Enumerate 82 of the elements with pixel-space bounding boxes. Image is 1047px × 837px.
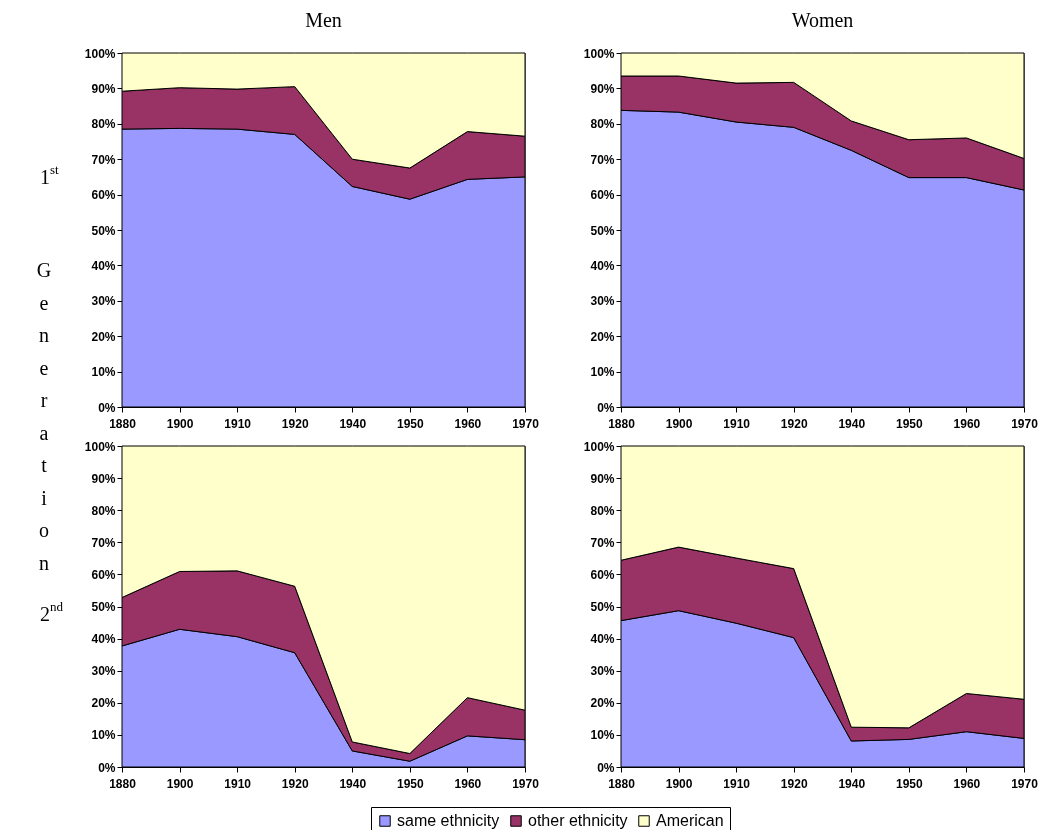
- x-tick-label: 1950: [896, 416, 924, 431]
- legend-label: same ethnicity: [397, 812, 500, 829]
- x-tick-label: 1880: [608, 776, 636, 791]
- x-tick-label: 1880: [608, 416, 636, 431]
- y-tick-label: 100%: [583, 46, 615, 61]
- x-tick-label: 1950: [896, 776, 924, 791]
- chart-title: Women: [791, 9, 854, 31]
- x-tick-label: 1960: [953, 776, 981, 791]
- y-tick-label: 70%: [590, 152, 615, 167]
- y-tick-label: 70%: [590, 535, 615, 550]
- y-tick-label: 60%: [91, 567, 116, 582]
- y-tick-label: 90%: [91, 81, 116, 96]
- x-tick-label: 1970: [512, 776, 540, 791]
- x-tick-label: 1940: [339, 416, 367, 431]
- chart-title: Men: [305, 9, 342, 31]
- y-tick-label: 10%: [91, 365, 116, 380]
- x-tick-label: 1920: [780, 416, 808, 431]
- x-tick-label: 1910: [723, 416, 751, 431]
- y-tick-label: 70%: [91, 152, 116, 167]
- y-tick-label: 40%: [91, 258, 116, 273]
- y-tick-label: 20%: [590, 329, 615, 344]
- x-tick-label: 1970: [512, 416, 540, 431]
- y-tick-label: 30%: [91, 664, 116, 679]
- y-tick-label: 20%: [91, 696, 116, 711]
- y-tick-label: 20%: [590, 696, 615, 711]
- y-tick-label: 10%: [590, 365, 615, 380]
- x-tick-label: 1970: [1011, 416, 1039, 431]
- y-tick-label: 80%: [91, 117, 116, 132]
- x-tick-label: 1950: [397, 416, 425, 431]
- y-tick-label: 100%: [84, 439, 116, 454]
- y-tick-label: 80%: [91, 503, 116, 518]
- x-tick-label: 1940: [838, 776, 866, 791]
- text: Generation: [36, 259, 52, 574]
- x-tick-label: 1920: [281, 776, 309, 791]
- x-tick-label: 1910: [224, 416, 252, 431]
- x-tick-label: 1920: [281, 416, 309, 431]
- y-tick-label: 0%: [597, 760, 615, 775]
- y-tick-label: 50%: [590, 223, 615, 238]
- y-tick-label: 10%: [590, 728, 615, 743]
- legend-label: other ethnicity: [528, 812, 628, 829]
- y-tick-label: 40%: [590, 632, 615, 647]
- x-tick-label: 1880: [109, 776, 137, 791]
- y-tick-label: 0%: [597, 400, 615, 415]
- y-tick-label: 100%: [583, 439, 615, 454]
- y-tick-label: 0%: [98, 400, 116, 415]
- x-tick-label: 1900: [665, 776, 693, 791]
- y-tick-label: 50%: [91, 223, 116, 238]
- y-tick-label: 90%: [91, 471, 116, 486]
- y-tick-label: 60%: [590, 567, 615, 582]
- legend-label: American: [656, 812, 724, 829]
- y-tick-label: 30%: [590, 664, 615, 679]
- y-tick-label: 40%: [590, 258, 615, 273]
- x-tick-label: 1900: [665, 416, 693, 431]
- y-tick-label: 30%: [590, 294, 615, 309]
- y-tick-label: 80%: [590, 117, 615, 132]
- y-tick-label: 90%: [590, 471, 615, 486]
- y-tick-label: 80%: [590, 503, 615, 518]
- x-tick-label: 1960: [454, 416, 482, 431]
- x-tick-label: 1960: [454, 776, 482, 791]
- x-tick-label: 1970: [1011, 776, 1039, 791]
- y-tick-label: 90%: [590, 81, 615, 96]
- y-tick-label: 60%: [91, 188, 116, 203]
- x-tick-label: 1950: [397, 776, 425, 791]
- y-tick-label: 70%: [91, 535, 116, 550]
- y-tick-label: 0%: [98, 760, 116, 775]
- x-tick-label: 1960: [953, 416, 981, 431]
- y-tick-label: 20%: [91, 329, 116, 344]
- x-tick-label: 1900: [166, 416, 194, 431]
- y-tick-label: 30%: [91, 294, 116, 309]
- x-tick-label: 1880: [109, 416, 137, 431]
- y-tick-label: 10%: [91, 728, 116, 743]
- y-tick-label: 50%: [91, 600, 116, 614]
- y-tick-label: 40%: [91, 632, 116, 647]
- x-tick-label: 1940: [838, 416, 866, 431]
- x-tick-label: 1910: [224, 776, 252, 791]
- x-tick-label: 1940: [339, 776, 367, 791]
- x-tick-label: 1920: [780, 776, 808, 791]
- y-tick-label: 60%: [590, 188, 615, 203]
- y-tick-label: 50%: [590, 600, 615, 614]
- x-tick-label: 1910: [723, 776, 751, 791]
- y-tick-label: 100%: [84, 46, 116, 61]
- x-tick-label: 1900: [166, 776, 194, 791]
